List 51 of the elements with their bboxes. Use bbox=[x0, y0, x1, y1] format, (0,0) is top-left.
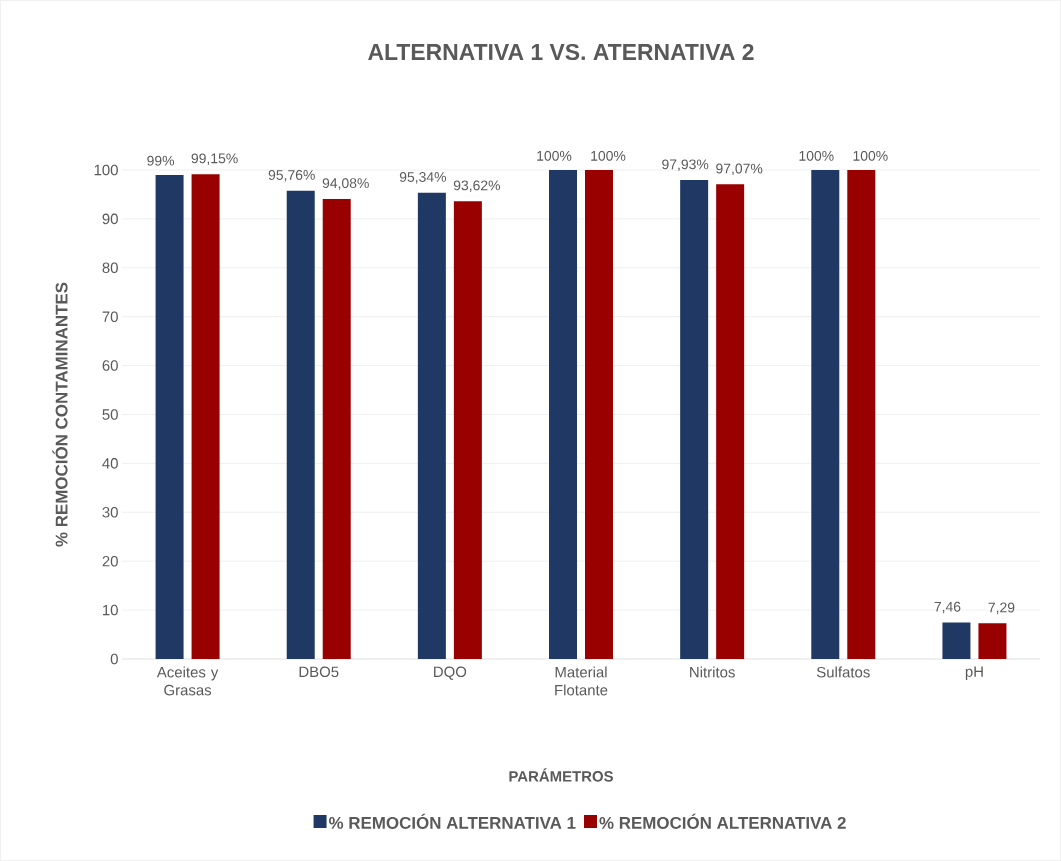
bar bbox=[680, 180, 709, 659]
y-tick-label: 70 bbox=[102, 311, 118, 322]
x-axis-title: PARÁMETROS bbox=[509, 768, 613, 782]
y-tick-label: 30 bbox=[102, 507, 118, 518]
y-tick-label: 20 bbox=[102, 555, 118, 567]
data-label: 94,08% bbox=[322, 178, 369, 190]
data-label: 7,29 bbox=[988, 602, 1015, 615]
y-tick-label: 10 bbox=[103, 604, 118, 616]
data-label: 100% bbox=[853, 150, 888, 161]
data-label: 100% bbox=[537, 150, 572, 161]
data-label: 97,93% bbox=[662, 159, 709, 171]
bar bbox=[585, 169, 614, 659]
bar bbox=[811, 169, 840, 659]
y-tick-label: 90 bbox=[102, 213, 118, 225]
bar bbox=[716, 184, 745, 659]
data-label: 100% bbox=[591, 150, 626, 161]
chart-title: ALTERNATIVA 1 VS. ATERNATIVA 2 bbox=[368, 43, 754, 61]
bar bbox=[322, 198, 351, 659]
data-label: 100% bbox=[799, 150, 834, 161]
bar bbox=[155, 174, 184, 659]
bar bbox=[453, 201, 482, 659]
data-label: 95,76% bbox=[268, 169, 315, 182]
bar bbox=[942, 622, 971, 659]
y-tick-label: 100 bbox=[94, 164, 118, 176]
bar bbox=[847, 169, 876, 659]
x-tick-label: Nitritos bbox=[690, 666, 735, 678]
y-axis-title: % REMOCIÓN CONTAMINANTES bbox=[52, 282, 68, 547]
data-label: 7,46 bbox=[934, 601, 961, 614]
y-tick-label: 60 bbox=[102, 360, 118, 371]
y-tick-label: 50 bbox=[102, 409, 118, 420]
x-tick-label: Sulfatos bbox=[816, 666, 870, 678]
x-tick-label: Aceites y Grasas bbox=[156, 666, 219, 696]
x-tick-label: pH bbox=[965, 666, 983, 680]
bar bbox=[286, 190, 315, 659]
x-tick-label: DBO5 bbox=[299, 666, 339, 678]
y-tick-label: 40 bbox=[102, 458, 118, 469]
data-label: 99,15% bbox=[191, 153, 238, 165]
bar bbox=[191, 174, 220, 659]
data-label: 93,62% bbox=[453, 180, 501, 192]
data-label: 97,07% bbox=[716, 163, 763, 176]
bar bbox=[978, 623, 1007, 659]
data-label: 95,34% bbox=[399, 172, 447, 184]
y-tick-label: 80 bbox=[102, 262, 118, 274]
bar bbox=[417, 192, 446, 659]
y-tick-label: 0 bbox=[110, 653, 118, 665]
data-label: 99% bbox=[147, 155, 175, 166]
x-tick-label: DQO bbox=[434, 666, 467, 680]
x-tick-label: Material Flotante bbox=[555, 666, 608, 696]
bar bbox=[549, 169, 578, 659]
legend-label: % REMOCIÓN ALTERNATIVA 2 bbox=[599, 813, 846, 829]
legend-label: % REMOCIÓN ALTERNATIVA 1 bbox=[328, 813, 576, 829]
